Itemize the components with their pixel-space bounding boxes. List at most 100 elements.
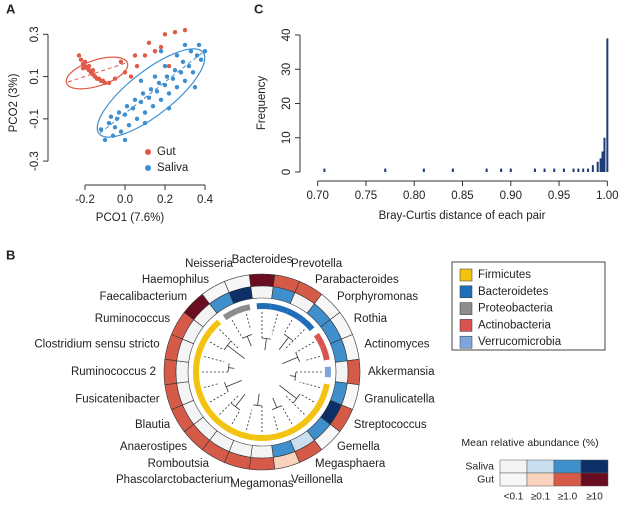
point bbox=[116, 110, 122, 115]
point bbox=[166, 106, 172, 111]
x-tick-label: 0.4 bbox=[197, 194, 214, 206]
point bbox=[178, 70, 184, 75]
phylum-arc bbox=[300, 317, 315, 332]
tree-branch bbox=[264, 338, 267, 351]
genus-label: Granulicatella bbox=[364, 393, 435, 405]
y-tick-label: 0 bbox=[281, 169, 293, 175]
bar bbox=[603, 137, 606, 172]
bar bbox=[596, 161, 599, 172]
point bbox=[112, 125, 118, 130]
bar bbox=[582, 168, 585, 172]
scale-cell bbox=[553, 459, 582, 474]
point bbox=[142, 120, 148, 126]
point bbox=[122, 112, 128, 117]
point bbox=[172, 30, 178, 35]
bar bbox=[485, 168, 488, 172]
phylum-arc bbox=[300, 410, 317, 427]
phylum-arc bbox=[193, 362, 200, 382]
tree-branch bbox=[226, 344, 245, 359]
phylum-arc bbox=[219, 421, 238, 436]
x-tick-label: 0.95 bbox=[548, 190, 570, 202]
scale-cell bbox=[553, 472, 582, 487]
phylum-swatch bbox=[459, 302, 473, 315]
genus-label: Rothia bbox=[354, 313, 388, 325]
bar bbox=[500, 168, 503, 172]
phylum-arc bbox=[198, 329, 213, 348]
tree-branch bbox=[228, 367, 235, 369]
scale-cell bbox=[580, 472, 609, 487]
point bbox=[132, 53, 138, 58]
bar bbox=[606, 38, 609, 172]
y-tick-label: 10 bbox=[281, 131, 293, 144]
x-tick-label: 0.2 bbox=[157, 194, 173, 206]
point bbox=[162, 82, 168, 88]
point bbox=[162, 63, 168, 69]
phylum-arc bbox=[207, 319, 222, 334]
point bbox=[174, 53, 180, 58]
phylum-arc bbox=[256, 303, 272, 310]
y-tick-label: -0.3 bbox=[29, 151, 41, 171]
point bbox=[186, 63, 192, 69]
y-tick-label: 40 bbox=[281, 29, 293, 42]
genus-label: Streptococcus bbox=[354, 419, 427, 431]
phylum-arc bbox=[235, 430, 254, 441]
point bbox=[138, 99, 144, 105]
y-tick-label: 30 bbox=[281, 63, 293, 76]
legend-label: Saliva bbox=[157, 162, 189, 174]
tree-tip bbox=[295, 341, 315, 353]
scale-row-label: Saliva bbox=[465, 460, 494, 472]
y-tick-label: -0.1 bbox=[29, 109, 41, 129]
point bbox=[172, 68, 178, 73]
gut-cell bbox=[248, 273, 276, 288]
genus-label: Megamonas bbox=[230, 478, 294, 490]
tree-tip bbox=[219, 395, 239, 415]
scale-label: ≥10 bbox=[586, 492, 603, 503]
phylum-label: Actinobacteria bbox=[478, 319, 551, 331]
gut-cell bbox=[163, 358, 178, 386]
point bbox=[150, 103, 156, 109]
saliva-ellipse bbox=[96, 48, 206, 138]
bar bbox=[533, 168, 536, 172]
point bbox=[158, 49, 164, 54]
point bbox=[166, 63, 172, 69]
saliva-cell bbox=[250, 285, 274, 299]
panel-label: C bbox=[254, 1, 264, 16]
genus-label: Porphyromonas bbox=[337, 291, 418, 303]
tree-tip bbox=[283, 319, 293, 335]
x-tick-label: 0.0 bbox=[117, 194, 133, 206]
tree-branch bbox=[279, 385, 298, 400]
point bbox=[118, 129, 124, 134]
tree-tip bbox=[246, 409, 253, 431]
y-tick-label: 0.1 bbox=[29, 69, 41, 85]
tree-tip bbox=[209, 391, 229, 403]
x-tick-label: -0.2 bbox=[75, 194, 95, 206]
bar bbox=[323, 168, 326, 172]
gut-ellipse bbox=[65, 56, 129, 90]
point bbox=[124, 103, 130, 109]
scale-row-label: Gut bbox=[477, 473, 494, 485]
phylum-arc bbox=[235, 304, 251, 314]
bar bbox=[562, 168, 565, 172]
x-tick-label: 0.80 bbox=[403, 190, 425, 202]
point bbox=[192, 84, 198, 90]
phylum-arc bbox=[324, 366, 331, 378]
scale-label: ≥0.1 bbox=[531, 492, 551, 503]
phylum-arc bbox=[193, 380, 204, 399]
genus-label: Phascolarctobacterium bbox=[116, 474, 233, 486]
tree-branch bbox=[225, 380, 242, 388]
point bbox=[102, 80, 108, 86]
scale-cell bbox=[499, 459, 528, 474]
scale-cell bbox=[499, 472, 528, 487]
genus-label: Romboutsia bbox=[148, 458, 210, 470]
scale-cell bbox=[526, 459, 555, 474]
point bbox=[182, 78, 188, 84]
genus-label: Neisseria bbox=[185, 258, 234, 270]
gut-axis bbox=[67, 62, 127, 83]
phylum-arc bbox=[320, 345, 330, 361]
gut-cell bbox=[346, 358, 361, 386]
point bbox=[112, 76, 118, 81]
legend-swatch bbox=[145, 165, 151, 171]
tree-branch bbox=[272, 397, 278, 409]
point bbox=[118, 59, 124, 65]
